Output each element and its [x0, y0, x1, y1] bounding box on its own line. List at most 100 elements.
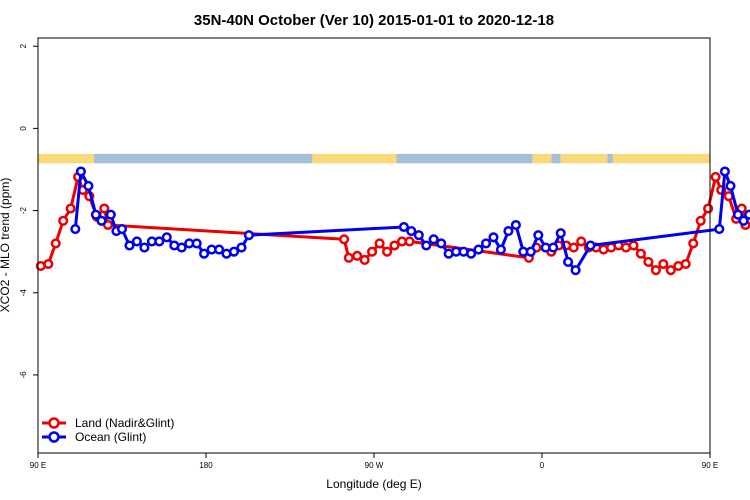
data-point-ocean: [83, 180, 94, 191]
legend: Land (Nadir&Glint) Ocean (Glint): [42, 416, 174, 444]
y-axis-label: XCO2 - MLO trend (ppm): [0, 178, 12, 313]
y-tick-label: 0: [19, 126, 28, 131]
data-point-ocean: [236, 242, 247, 253]
data-point-ocean: [413, 230, 424, 241]
data-point-land: [703, 203, 714, 214]
axes: 90 E 180 90 W 0 90 E 2 0 -2 -4 -6: [19, 43, 718, 470]
data-point-land: [343, 252, 354, 263]
data-point-land: [695, 215, 706, 226]
data-point-land: [389, 240, 400, 251]
data-point-land: [65, 203, 76, 214]
y-tick-label: 2: [19, 43, 28, 48]
data-point-ocean: [725, 180, 736, 191]
data-point-land: [339, 234, 350, 245]
strip-segment-land: [532, 153, 552, 164]
data-point-ocean: [421, 240, 432, 251]
data-point-land: [367, 246, 378, 257]
strip-segment-ocean: [396, 153, 533, 164]
data-point-ocean: [495, 244, 506, 255]
series-land: [35, 171, 750, 276]
y-tick-label: -6: [19, 371, 28, 379]
x-tick-label: 90 E: [30, 461, 46, 470]
data-point-ocean: [714, 224, 725, 235]
x-tick-label: 90 W: [365, 461, 384, 470]
legend-label-ocean: Ocean (Glint): [75, 430, 146, 444]
data-point-land: [50, 238, 61, 249]
x-tick-label: 180: [199, 461, 213, 470]
data-point-ocean: [105, 209, 116, 220]
series-layer: [35, 166, 750, 276]
data-point-ocean: [533, 230, 544, 241]
legend-marker-land: [48, 417, 60, 429]
data-point-ocean: [199, 248, 210, 259]
data-point-ocean: [228, 246, 240, 257]
data-point-land: [643, 256, 654, 267]
data-point-land: [58, 215, 69, 226]
data-point-ocean: [570, 265, 581, 276]
data-point-land: [658, 258, 669, 270]
data-point-land: [382, 246, 393, 257]
data-point-ocean: [161, 232, 172, 243]
legend-label-land: Land (Nadir&Glint): [75, 416, 174, 430]
data-point-ocean: [719, 166, 730, 177]
data-point-ocean: [96, 215, 107, 226]
plot-frame: [37, 37, 711, 454]
data-point-land: [688, 238, 699, 249]
x-tick-label: 90 E: [702, 461, 718, 470]
data-point-ocean: [473, 244, 484, 255]
data-point-ocean: [744, 209, 750, 220]
data-point-land: [404, 236, 415, 247]
strip-segment-ocean: [607, 153, 613, 164]
strip-segment-land: [312, 153, 397, 164]
series-ocean: [70, 166, 750, 276]
data-point-land: [99, 203, 110, 214]
strip-segment-land: [38, 153, 94, 164]
series-line-ocean: [73, 170, 750, 272]
strip-segment-land: [612, 153, 710, 164]
data-point-land: [628, 240, 639, 251]
data-point-land: [352, 250, 363, 261]
data-point-land: [359, 254, 370, 265]
data-point-ocean: [139, 242, 150, 253]
data-point-ocean: [243, 230, 254, 241]
legend-marker-ocean: [48, 431, 60, 443]
data-point-ocean: [131, 236, 142, 247]
data-point-ocean: [525, 246, 536, 257]
data-point-land: [576, 236, 587, 247]
land-ocean-strip: [38, 153, 710, 164]
data-point-land: [374, 238, 385, 249]
y-tick-label: -4: [19, 289, 28, 297]
data-point-ocean: [466, 248, 477, 259]
data-point-ocean: [488, 232, 499, 243]
data-point-ocean: [436, 238, 447, 249]
data-point-ocean: [75, 166, 86, 177]
data-point-land: [665, 265, 676, 276]
data-point-ocean: [510, 219, 521, 231]
y-tick-label: -2: [19, 206, 28, 214]
data-point-ocean: [116, 224, 128, 235]
data-point-ocean: [398, 221, 409, 233]
data-point-ocean: [548, 242, 559, 253]
data-point-land: [650, 265, 661, 276]
data-point-ocean: [738, 215, 749, 226]
x-tick-label: 0: [540, 461, 545, 470]
data-point-ocean: [154, 236, 165, 247]
data-point-ocean: [555, 228, 566, 239]
strip-segment-ocean: [94, 153, 313, 164]
data-point-ocean: [176, 242, 187, 253]
strip-segment-ocean: [551, 153, 561, 164]
data-point-land: [43, 258, 54, 270]
data-point-ocean: [406, 226, 417, 237]
x-axis-label: Longitude (deg E): [326, 477, 421, 491]
data-point-ocean: [124, 240, 135, 251]
data-point-ocean: [191, 238, 202, 249]
data-point-ocean: [70, 224, 81, 235]
data-point-ocean: [563, 256, 574, 267]
data-point-ocean: [732, 209, 744, 220]
data-point-ocean: [585, 240, 596, 251]
data-point-ocean: [503, 226, 514, 237]
data-point-ocean: [428, 234, 439, 245]
data-point-land: [568, 242, 579, 253]
chart-title: 35N-40N October (Ver 10) 2015-01-01 to 2…: [194, 12, 554, 29]
